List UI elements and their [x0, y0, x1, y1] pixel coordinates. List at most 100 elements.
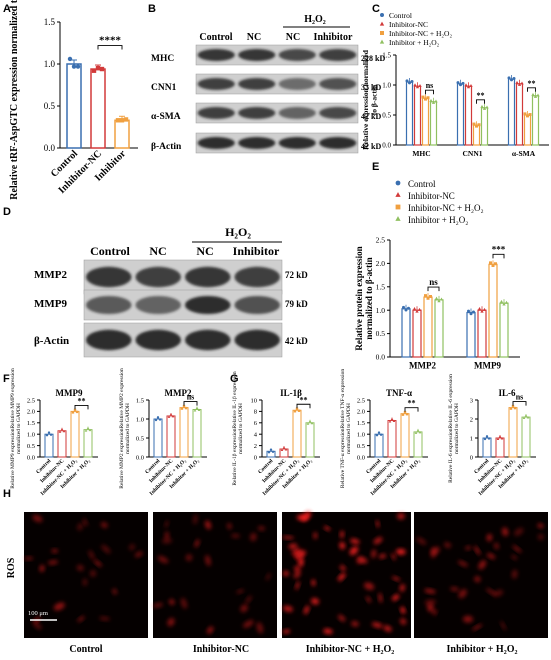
panel-letter-A: A	[3, 3, 11, 15]
ros-image-2-cell-22	[371, 549, 377, 559]
ros-image-2-cell-33	[293, 570, 301, 579]
panel-d-blot-row-2-band-1	[135, 329, 182, 351]
panel-b-blot-row-1-strip-bg	[195, 73, 359, 95]
ros-image-3-cell-29	[416, 537, 427, 545]
ros-image-2-cell-4	[391, 553, 396, 561]
panel-h-caption-4: Inhibitor + H₂O₂	[447, 644, 518, 655]
panel-c-ylabel-0: Relative expression normalized	[361, 49, 370, 150]
panel-f-chart-1-bar-3	[192, 409, 202, 458]
panel-f-chart-1-bar-0	[153, 418, 163, 458]
ros-image-2-cell-29	[310, 597, 320, 605]
panel-g-chart-1-ytick-label-3: 1.5	[357, 420, 365, 427]
panel-e-point-0-1-1	[415, 309, 419, 313]
panel-g-chart-2-sig-label: ns	[516, 393, 524, 402]
panel-e-point-1-3-2	[504, 300, 509, 304]
panel-b-blot: H₂O₂ Control NC NC Inhibitor MHC CNN1 α-…	[151, 14, 385, 154]
ros-image-2-cell-24	[400, 606, 406, 614]
panel-g-chart-2-point-0-1	[485, 435, 489, 438]
panel-c-point-0-0-1	[408, 81, 411, 85]
ros-image-2-cell-37	[378, 554, 387, 559]
panel-a-point-0-1	[71, 64, 77, 69]
panel-g-chart-1-bar-3	[413, 431, 423, 458]
panel-c-point-0-2-1	[424, 97, 427, 101]
ros-image-1-cell-1	[152, 602, 164, 608]
panel-g-chart-0-point-3-0	[306, 422, 310, 425]
panel-e-point-1-0-1	[469, 312, 473, 316]
panel-f-chart-0-bar-2	[70, 410, 80, 458]
panel-g-chart-1-point-2-1	[403, 410, 407, 414]
panel-c-point-2-2-0	[523, 112, 527, 116]
panel-d-row-3: β-Actin	[34, 335, 69, 347]
panel-c-ytick-label-1: 0.5	[382, 111, 391, 119]
panel-d-blot-row-2-band-2	[184, 329, 231, 351]
panel-e-point-1-1-1	[480, 309, 484, 313]
panel-e-bar-0-0	[401, 308, 411, 358]
ros-image-2-cell-0	[399, 583, 406, 592]
panel-e-bar-1-1	[477, 309, 487, 358]
panel-b-blot-row-0-strip-bg	[195, 44, 359, 66]
ros-image-1-cell-16	[192, 514, 198, 525]
panel-b-blot-row-2-band-0	[197, 107, 235, 119]
panel-c-ytick-label-0: 0.0	[382, 141, 391, 149]
panel-g-chart-1-point-3-0	[414, 431, 418, 434]
panel-e-point-0-0-0	[402, 305, 405, 309]
panel-c-point-1-3-1	[482, 106, 487, 110]
panel-c-legend-label-0: Control	[389, 11, 412, 20]
panel-g-chart-1-sig-bracket	[404, 407, 419, 412]
panel-e-bar-0-2	[423, 296, 433, 358]
panel-g-chart-2-point-1-0	[496, 437, 500, 440]
panel-b-col-1: Control	[199, 32, 232, 43]
ros-image-0-cell-7	[32, 621, 42, 630]
ros-image-3-cell-23	[472, 624, 483, 631]
panel-c-bar-0-3	[429, 101, 438, 146]
panel-e-xtick-label-0: MMP2	[409, 361, 436, 371]
ros-image-1-cell-23	[245, 595, 252, 604]
panel-d-row-1: MMP2	[34, 269, 67, 281]
panel-e-chart: Control Inhibitor-NC Inhibitor-NC + H₂O₂ In…	[354, 179, 520, 371]
panel-g-chart-1-point-0-1	[377, 431, 381, 434]
panel-c-point-2-1-1	[517, 82, 522, 86]
panel-b-blot-row-2-strip-bg	[195, 102, 359, 124]
panel-f-charts: MMP9 0.0 0.5 1.0 1.5 2.0 2.5 Relative MMP9 expr…	[10, 368, 207, 497]
panel-c-xtick-label-2: α-SMA	[512, 149, 536, 158]
panel-f-chart-0-point-2-1	[73, 408, 77, 412]
panel-c-bar-0-0	[405, 81, 414, 146]
panel-f-chart-1-point-1-1	[169, 413, 173, 416]
panel-f-chart-0-ylabel-1: normalized to GAPDH	[16, 403, 22, 454]
ros-image-1-cell-21	[161, 538, 173, 544]
panel-d-blot-row-1-band-2	[184, 296, 231, 314]
panel-e-legend-label-0: Control	[408, 179, 436, 189]
ros-image-2-cell-40	[349, 546, 359, 556]
panel-g-chart-2-bar-3	[521, 416, 531, 458]
panel-b-size-1: 228 kD	[361, 54, 385, 63]
ros-image-3-cell-13	[486, 588, 496, 596]
panel-c-legend-label-2: Inhibitor-NC + H₂O₂	[389, 29, 452, 38]
panel-c-legend-marker-3	[379, 39, 385, 44]
panel-e-point-0-2-0	[424, 294, 427, 298]
panel-e-bar-1-3	[499, 302, 509, 358]
panel-g-chart-1-bar-0	[374, 433, 384, 458]
ros-image-1-cell-7	[243, 620, 254, 628]
ros-image-3-cell-6	[474, 576, 481, 583]
ros-image-2	[282, 512, 411, 638]
panel-e-point-0-0-2	[407, 306, 410, 310]
ros-image-2-cell-36	[400, 618, 407, 625]
panel-b-blot-row-1-band-0	[197, 78, 235, 90]
panel-g-chart-0-point-1-2	[284, 448, 288, 451]
panel-g-chart-0-bar-3	[305, 422, 315, 458]
ros-image-2-cell-5	[323, 628, 333, 634]
panel-d-blot-row-0-band-0	[85, 266, 132, 288]
panel-f-chart-0-bar-0	[44, 433, 54, 458]
ros-image-1-cell-17	[257, 526, 266, 531]
ros-image-2-cell-26	[303, 605, 310, 615]
panel-c-point-0-0-2	[410, 80, 414, 84]
panel-c-bar-2-2	[523, 114, 532, 146]
panel-e-point-1-2-1	[491, 264, 495, 268]
ros-image-3-cell-16	[500, 620, 507, 631]
ros-image-1-cell-2	[236, 589, 245, 594]
ros-image-1-cell-15	[164, 531, 170, 540]
panel-e-point-0-3-1	[437, 299, 441, 303]
ros-image-0-cell-14	[47, 560, 59, 565]
panel-f-chart-0-bar-3	[83, 429, 93, 458]
